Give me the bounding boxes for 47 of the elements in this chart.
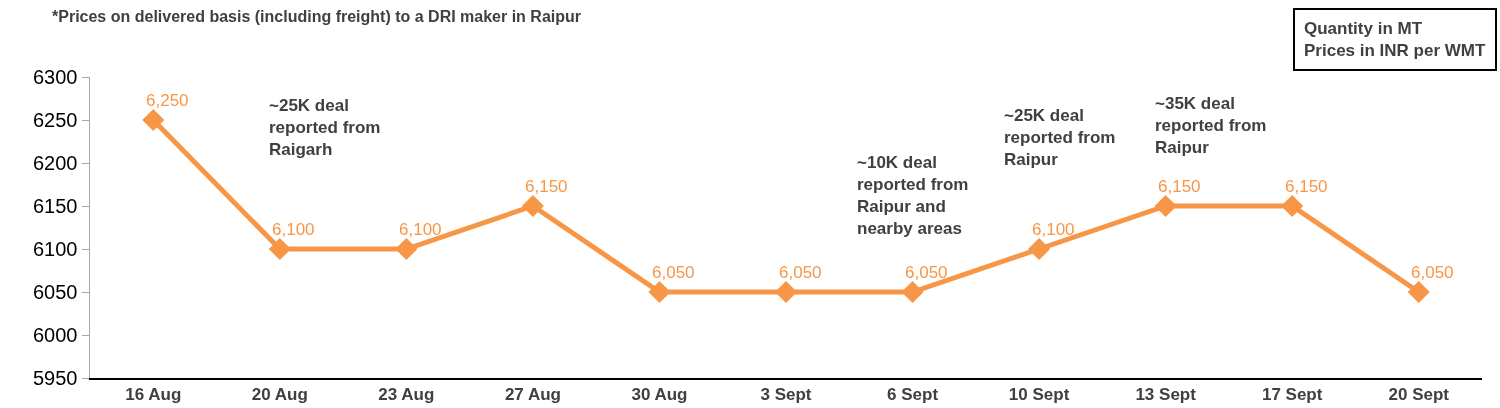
text: 6,150 xyxy=(525,177,568,196)
point xyxy=(1028,237,1051,261)
x-tick-label: 23 Aug xyxy=(378,384,435,404)
x-tick-label: 10 Sept xyxy=(1008,384,1070,404)
text: 6,150 xyxy=(1285,177,1328,196)
x-tick-label: 20 Sept xyxy=(1388,384,1450,404)
point xyxy=(268,237,291,261)
x-tick-label: 30 Aug xyxy=(631,384,688,404)
y-tick-label: 6200 xyxy=(33,152,78,174)
text: 6,100 xyxy=(272,220,315,239)
point xyxy=(648,280,671,304)
point xyxy=(1281,194,1304,218)
text: 6,100 xyxy=(1032,220,1075,239)
text: 6,100 xyxy=(399,220,442,239)
y-tick-label: 6000 xyxy=(33,324,78,346)
annotation: ~25K deal reported from Raigarh xyxy=(269,96,381,160)
y-tick-label: 6050 xyxy=(33,281,78,303)
annotation: ~35K deal reported from Raipur xyxy=(1155,94,1267,158)
point xyxy=(395,237,418,261)
text: 6,050 xyxy=(1411,263,1454,282)
text: 6,050 xyxy=(905,263,948,282)
point xyxy=(901,280,924,304)
x-tick-label: 20 Aug xyxy=(251,384,308,404)
x-tick-label: 13 Sept xyxy=(1135,384,1197,404)
y-tick-label: 6100 xyxy=(33,238,78,260)
text: *Prices on delivered basis (including freight) to a DRI maker in Raipur xyxy=(52,8,582,25)
x-tick-label: 3 Sept xyxy=(760,384,812,404)
point xyxy=(774,280,798,304)
text: 6,050 xyxy=(652,263,695,282)
x-tick-label: 17 Sept xyxy=(1261,384,1323,404)
annotation: ~10K deal reported from Raipur and nearby areas xyxy=(857,153,969,239)
y-tick-label: 6150 xyxy=(33,195,78,217)
point xyxy=(521,194,544,218)
point xyxy=(1154,194,1177,218)
y-tick-label: 6300 xyxy=(33,66,78,88)
x-tick-label: 6 Sept xyxy=(887,384,939,404)
annotation: ~25K deal reported from Raipur xyxy=(1004,106,1116,170)
text: 6,150 xyxy=(1158,177,1201,196)
text: 6,050 xyxy=(779,263,822,282)
y-tick-label: 5950 xyxy=(33,367,78,389)
y-tick-label: 6250 xyxy=(33,109,78,131)
text: Quantity in MT Prices in INR per WMT xyxy=(1304,19,1486,61)
point xyxy=(142,108,165,132)
x-tick-label: 16 Aug xyxy=(125,384,182,404)
text: 6,250 xyxy=(146,91,189,110)
x-tick-label: 27 Aug xyxy=(504,384,561,404)
point xyxy=(1407,280,1430,304)
